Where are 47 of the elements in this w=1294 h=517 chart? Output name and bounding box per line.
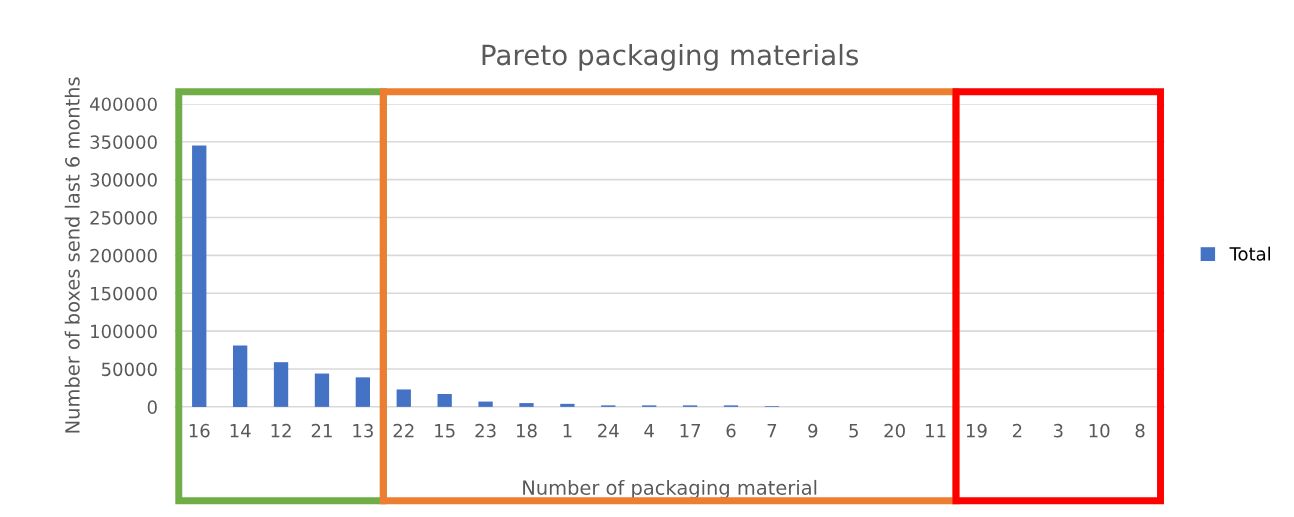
- bar: [192, 145, 207, 407]
- bar: [314, 373, 330, 407]
- bar: [560, 403, 575, 407]
- x-tick-label: 21: [311, 423, 332, 438]
- chart-title: Pareto packaging materials: [482, 43, 859, 71]
- x-tick-label: 11: [926, 424, 946, 438]
- y-tick-label: 400000: [89, 97, 157, 112]
- x-tick-label: 19: [966, 423, 987, 438]
- x-tick-label: 8: [1135, 423, 1145, 438]
- x-tick-label: 3: [1053, 423, 1063, 438]
- x-tick-label: 15: [435, 424, 455, 438]
- x-tick-label: 5: [849, 424, 858, 438]
- bar: [355, 377, 371, 407]
- x-tick-label: 20: [884, 423, 905, 438]
- x-tick-label: 6: [726, 423, 736, 438]
- x-tick-label: 2: [1012, 423, 1022, 438]
- y-tick-label: 0: [147, 400, 157, 414]
- x-tick-label: 14: [230, 424, 251, 438]
- x-tick-label: 13: [353, 423, 373, 438]
- y-axis-title: Number of boxes send last 6 months: [64, 77, 80, 433]
- bar: [273, 362, 289, 407]
- x-tick-label: 4: [644, 424, 654, 438]
- x-tick-label: 1: [563, 424, 572, 438]
- bar: [478, 401, 493, 407]
- y-tick-label: 300000: [90, 173, 157, 187]
- y-tick-label: 250000: [90, 210, 157, 225]
- x-tick-label: 18: [516, 423, 537, 438]
- y-tick-label: 50000: [101, 362, 157, 377]
- bar: [232, 345, 248, 407]
- x-tick-label: 7: [767, 424, 777, 438]
- y-tick-label: 150000: [91, 286, 157, 301]
- x-tick-label: 9: [808, 423, 818, 438]
- bar: [437, 394, 452, 407]
- x-tick-label: 22: [393, 423, 414, 438]
- y-tick-label: 200000: [90, 248, 157, 263]
- x-tick-label: 23: [475, 423, 496, 438]
- y-tick-label: 100000: [91, 324, 157, 339]
- x-tick-label: 10: [1089, 423, 1110, 438]
- bar: [519, 403, 534, 407]
- x-tick-label: 16: [189, 423, 210, 438]
- legend-label: Total: [1229, 246, 1271, 261]
- x-tick-label: 17: [680, 424, 701, 438]
- x-tick-label: 12: [271, 423, 291, 438]
- y-tick-label: 350000: [90, 135, 157, 149]
- x-tick-label: 24: [598, 423, 619, 438]
- bar: [396, 389, 411, 407]
- x-axis-title: Number of packaging material: [523, 479, 817, 499]
